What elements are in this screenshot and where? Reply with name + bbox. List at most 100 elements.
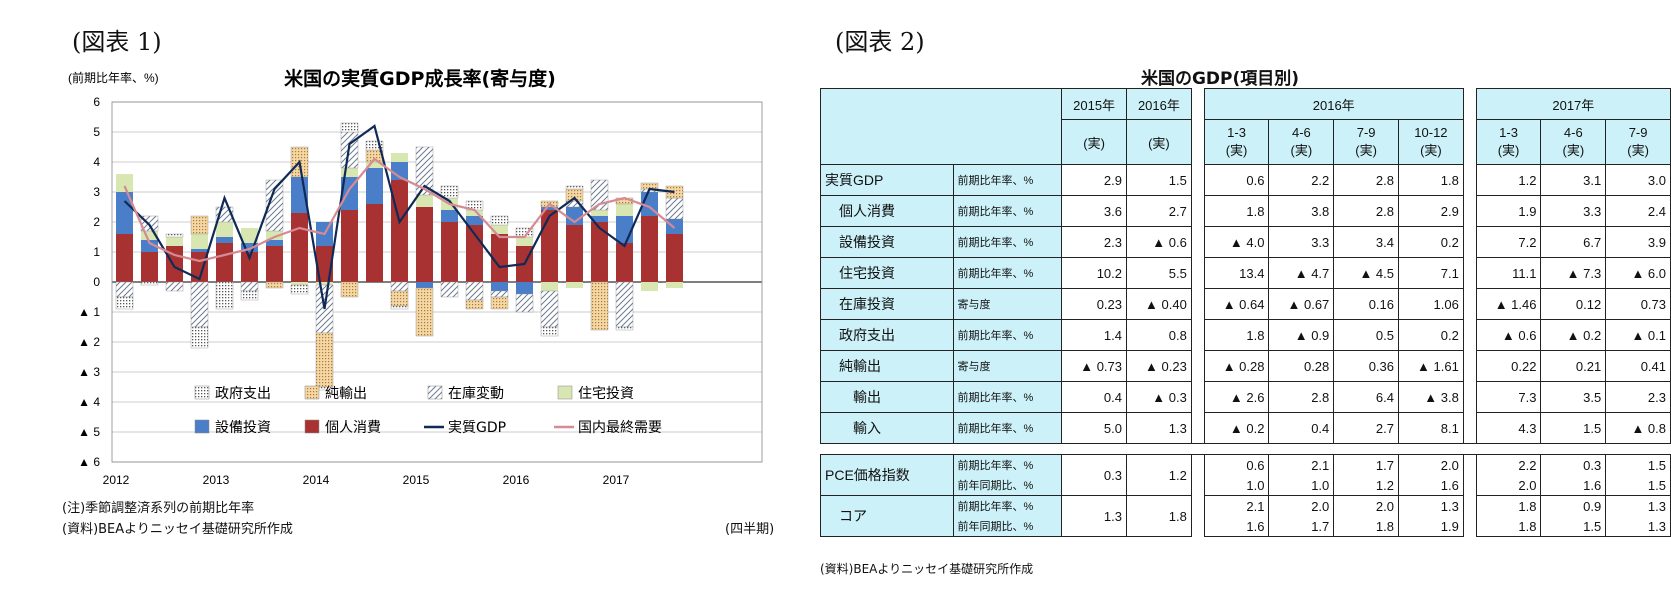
table-cell: 0.9 1.5 [1540,495,1607,537]
actual-mark: (実) [1627,143,1649,158]
bar-segment [490,290,509,298]
y-tick-label: ▲ 5 [78,425,100,439]
header-quarter: 4-6 (実) [1268,119,1335,165]
bar-segment [216,237,233,243]
column-gap [1191,164,1205,196]
table-row: 設備投資 前期比年率、% 2.3 ▲ 0.6 ▲ 4.0 3.3 3.4 0.2 7.2 6.7 3… [820,226,1671,258]
bar-segment [465,281,484,301]
table-cell: 10.2 [1061,257,1127,289]
table-cell: ▲ 0.2 [1540,319,1607,351]
table-cell: 7.2 [1475,226,1542,258]
quarter-label: 7-9 [1356,125,1376,140]
header-quarter: 7-9 (実) [1605,119,1671,165]
table-cell: ▲ 4.7 [1268,257,1335,289]
bar-segment [591,210,608,216]
actual-mark: (実) [1420,143,1442,158]
column-gap [1191,288,1205,320]
table-cell: 2.0 1.8 [1333,495,1399,537]
bar-segment [440,281,459,298]
series-line [123,124,675,310]
table-cell: 0.16 [1333,288,1399,320]
table-cell: 2.9 [1061,164,1127,196]
bar-segment [541,207,558,210]
gdp-contribution-chart: 米国の実質GDP成長率(寄与度) (前期比年率、%) 6 5 4 3 2 1 0 ▲ 1 ▲ 2… [68,67,763,487]
legend-swatch [557,385,573,400]
column-gap [1191,195,1205,227]
table-cell: 1.9 [1475,195,1542,227]
bar-segment [141,231,158,240]
table-cell: 0.6 [1203,164,1270,196]
table-cell-line: 2.0 [1311,498,1330,514]
table-cell-line: 2.0 [1375,498,1394,514]
legend-label: 国内最終需要 [578,420,662,436]
table-cell: 0.2 [1398,319,1464,351]
y-tick-label: ▲ 1 [78,305,100,319]
bar-segment [140,281,159,286]
bar-segment [341,210,358,282]
table-cell: 1.06 [1398,288,1464,320]
table-cell: 6.7 [1540,226,1607,258]
table-cell-line: 1.5 [1647,477,1666,493]
table-cell: ▲ 6.0 [1605,257,1671,289]
table-row: 実質GDP 前期比年率、% 2.9 1.5 0.6 2.2 2.8 1.8 1.2 3.1 3.0 [820,164,1671,196]
quarter-label: 1-3 [1499,125,1518,140]
bar-segment [190,281,209,328]
table-cell: 0.23 [1061,288,1127,320]
table-cell: 4.3 [1475,412,1542,444]
table-cell-line: 2.0 [1440,457,1459,473]
table-cell: ▲ 0.23 [1126,350,1192,382]
y-tick-label: 3 [93,185,100,199]
table-cell-line: 1.9 [1440,518,1459,534]
table-cell: ▲ 0.9 [1268,319,1335,351]
table-cell-line: 1.6 [1583,477,1602,493]
table-cell: 7.3 [1475,381,1542,413]
bar-segment [491,282,508,291]
table-cell: 2.7 [1333,412,1399,444]
bar-segment [265,179,284,232]
table-cell: 1.2 [1126,454,1192,496]
table-cell-line: 1.5 [1583,518,1602,534]
table-cell: ▲ 0.67 [1268,288,1335,320]
table-cell-line: 2.1 [1246,498,1265,514]
bar-segment [441,222,458,282]
row-unit: 寄与度 [952,350,1063,382]
table-cell: 0.5 [1333,319,1399,351]
table-cell: 1.8 [1203,195,1270,227]
bar-segment [141,252,158,282]
bar-segment [266,240,283,246]
bar-segment [116,234,133,282]
bar-segment [615,281,634,328]
x-tick-label: 2017 [603,473,630,487]
row-label: 設備投資 [820,226,954,258]
table-cell: 1.5 [1540,412,1607,444]
quarter-label: 4-6 [1563,125,1583,140]
table-row: 個人消費 前期比年率、% 3.6 2.7 1.8 3.8 2.8 2.9 1.9 3.3 2.4 [820,195,1671,227]
table-cell-line: 1.3 [1647,518,1666,534]
legend-label: 住宅投資 [578,386,634,402]
y-tick-label: 2 [93,215,100,229]
bar-segment [240,281,259,292]
table-cell: 2.4 [1605,195,1671,227]
actual-mark: (実) [1355,143,1377,158]
bar-segment [115,296,134,310]
table-cell: ▲ 0.1 [1605,319,1671,351]
table-cell: 1.3 1.3 [1605,495,1671,537]
table-cell-line: 1.6 [1440,477,1459,493]
header-quarter: 7-9 (実) [1333,119,1399,165]
table-cell: 1.7 1.2 [1333,454,1399,496]
bar-segment [591,222,608,282]
table-row: 在庫投資 寄与度 0.23 ▲ 0.40 ▲ 0.64 ▲ 0.67 0.16 1.06 ▲ 1… [820,288,1671,320]
table-cell: 0.22 [1475,350,1542,382]
y-tick-label: ▲ 6 [78,455,100,469]
table-cell: 0.12 [1540,288,1607,320]
bar-segment [390,281,409,292]
table-cell-line: 1.7 [1375,457,1394,473]
table-cell: 2.1 1.0 [1268,454,1335,496]
row-unit: 前期比年率、% [952,257,1063,289]
table-cell: ▲ 0.3 [1126,381,1192,413]
column-gap [1191,257,1205,289]
table-cell: ▲ 0.8 [1605,412,1671,444]
bar-segment [366,204,383,282]
bars [115,122,684,391]
bar-segment [316,282,333,285]
